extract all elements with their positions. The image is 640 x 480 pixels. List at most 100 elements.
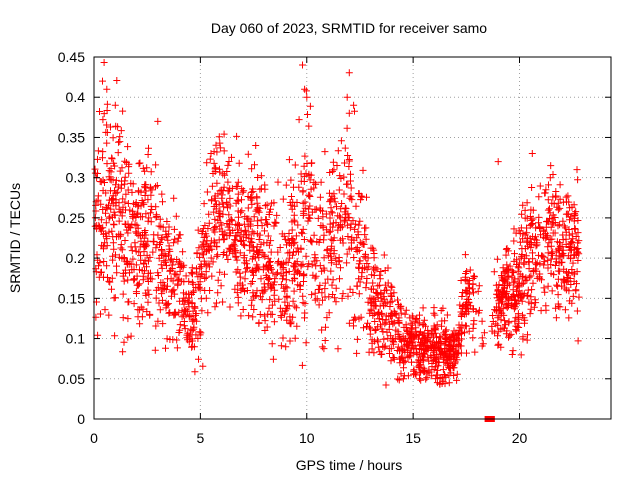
data-point bbox=[535, 193, 543, 201]
data-point bbox=[516, 238, 524, 246]
data-point bbox=[261, 317, 269, 325]
data-point bbox=[400, 372, 408, 380]
data-point bbox=[93, 251, 101, 259]
data-point bbox=[334, 147, 342, 155]
data-point bbox=[388, 283, 396, 291]
data-point bbox=[370, 349, 378, 357]
data-point bbox=[515, 315, 523, 323]
data-point bbox=[121, 198, 129, 206]
data-point bbox=[387, 290, 395, 298]
data-point bbox=[365, 263, 373, 271]
data-point bbox=[368, 271, 376, 279]
data-point bbox=[198, 249, 206, 257]
data-point bbox=[202, 268, 210, 276]
data-point bbox=[326, 214, 334, 222]
data-point bbox=[412, 371, 420, 379]
data-point bbox=[375, 315, 383, 323]
data-point bbox=[430, 304, 438, 312]
data-point bbox=[291, 218, 299, 226]
data-point bbox=[299, 61, 306, 69]
data-point bbox=[545, 239, 553, 247]
data-point bbox=[564, 192, 572, 200]
data-point bbox=[248, 194, 256, 202]
data-point bbox=[562, 193, 570, 201]
data-point bbox=[470, 289, 477, 297]
data-point bbox=[245, 312, 253, 320]
data-point bbox=[239, 281, 246, 289]
data-point bbox=[144, 274, 152, 282]
data-point bbox=[512, 327, 520, 335]
data-point bbox=[268, 199, 276, 207]
data-point bbox=[185, 277, 193, 285]
data-point bbox=[417, 376, 425, 384]
data-point bbox=[351, 313, 359, 321]
data-point bbox=[339, 290, 347, 298]
data-point bbox=[196, 273, 204, 281]
data-point bbox=[330, 250, 338, 258]
data-point bbox=[281, 235, 289, 243]
data-point bbox=[196, 264, 204, 272]
data-point bbox=[575, 293, 583, 301]
data-point bbox=[94, 192, 102, 200]
data-point bbox=[216, 144, 224, 152]
data-point bbox=[494, 158, 502, 166]
data-point bbox=[382, 381, 390, 389]
data-point bbox=[114, 183, 122, 191]
data-point bbox=[105, 214, 113, 222]
data-point bbox=[163, 262, 170, 270]
data-point bbox=[135, 280, 143, 288]
data-point bbox=[328, 256, 336, 264]
data-point bbox=[284, 302, 292, 310]
data-point bbox=[159, 320, 167, 328]
data-point bbox=[159, 285, 167, 293]
data-point bbox=[471, 348, 479, 356]
data-point bbox=[341, 204, 349, 212]
data-point bbox=[312, 180, 320, 188]
data-point bbox=[228, 217, 236, 225]
data-point bbox=[317, 178, 325, 186]
data-point bbox=[211, 192, 219, 200]
data-point bbox=[120, 269, 127, 277]
data-point bbox=[299, 292, 307, 300]
data-point bbox=[97, 216, 105, 224]
data-point bbox=[295, 116, 303, 124]
data-point bbox=[163, 233, 171, 241]
data-point bbox=[311, 289, 319, 297]
data-point bbox=[228, 153, 235, 161]
data-point bbox=[154, 117, 162, 125]
data-point bbox=[189, 270, 196, 278]
data-point bbox=[336, 236, 344, 244]
data-point bbox=[298, 361, 306, 369]
data-point bbox=[105, 173, 113, 181]
data-point bbox=[176, 231, 184, 239]
data-point bbox=[130, 200, 138, 208]
data-point bbox=[554, 267, 562, 275]
data-point bbox=[323, 314, 331, 322]
data-point bbox=[360, 324, 367, 332]
data-point bbox=[454, 330, 462, 338]
data-point bbox=[468, 285, 476, 293]
data-point bbox=[562, 235, 570, 243]
data-point bbox=[493, 255, 501, 263]
data-point bbox=[329, 158, 337, 166]
data-point bbox=[92, 265, 100, 273]
data-point bbox=[139, 240, 147, 248]
data-point bbox=[439, 304, 447, 312]
data-point bbox=[267, 248, 275, 256]
data-point bbox=[287, 176, 295, 184]
data-point bbox=[480, 329, 488, 337]
data-point bbox=[209, 258, 217, 266]
data-point bbox=[357, 196, 365, 204]
data-point bbox=[124, 315, 132, 323]
data-point bbox=[117, 241, 125, 249]
data-point bbox=[334, 212, 342, 220]
data-point bbox=[316, 262, 324, 270]
data-point bbox=[213, 179, 221, 187]
data-point bbox=[201, 222, 209, 229]
data-point bbox=[463, 349, 470, 357]
data-point bbox=[286, 248, 294, 256]
data-point bbox=[420, 367, 428, 375]
data-point bbox=[285, 230, 293, 237]
data-point bbox=[399, 375, 407, 383]
data-point bbox=[540, 284, 548, 292]
